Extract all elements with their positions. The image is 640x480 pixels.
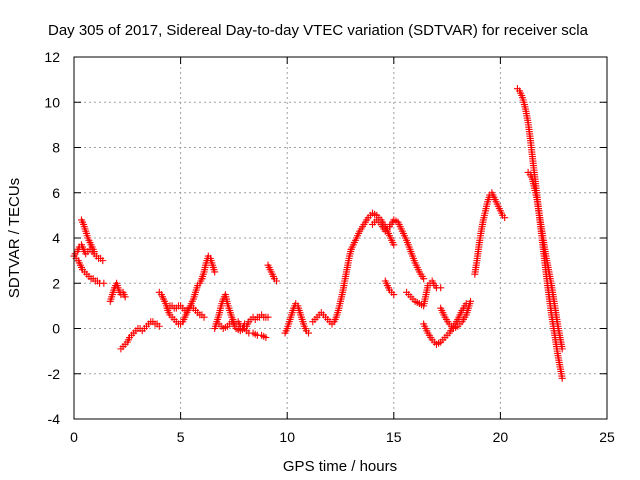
y-tick-label: 10 [44, 94, 60, 110]
y-tick-label: 2 [52, 275, 60, 291]
data-point [420, 275, 428, 283]
x-tick-label: 10 [279, 429, 295, 445]
y-tick-label: 6 [52, 185, 60, 201]
axis-ticks: 0 5 10 15 20 25 -4 -2 0 2 4 6 8 10 12 [44, 49, 615, 445]
data-point [437, 284, 445, 292]
y-tick-label: -4 [48, 411, 61, 427]
y-tick-label: 4 [52, 230, 60, 246]
data-point [211, 268, 219, 276]
series-s5 [117, 318, 163, 353]
series-s9 [211, 291, 272, 332]
data-marks [70, 85, 566, 382]
series-s8 [198, 252, 219, 283]
series-s1 [70, 252, 108, 287]
chart-title: Day 305 of 2017, Sidereal Day-to-day VTE… [48, 22, 589, 39]
x-tick-label: 15 [386, 429, 402, 445]
series-s2 [71, 241, 107, 265]
series-s15 [368, 216, 428, 283]
x-tick-label: 5 [177, 429, 185, 445]
series-s10 [215, 318, 270, 342]
series-s7 [164, 302, 208, 321]
data-point [155, 322, 163, 330]
data-point [558, 345, 566, 353]
data-point [90, 248, 98, 256]
x-axis-label: GPS time / hours [283, 458, 397, 475]
data-point [262, 334, 270, 342]
series-s4 [106, 279, 129, 305]
grid-lines [74, 57, 607, 419]
y-tick-label: 0 [52, 321, 60, 337]
data-point [264, 313, 272, 321]
y-tick-label: 8 [52, 140, 60, 156]
series-s11 [264, 261, 281, 285]
data-point [305, 329, 313, 337]
y-axis-label: SDTVAR / TECUs [6, 178, 23, 298]
series-s14 [347, 209, 398, 253]
series-s20 [471, 189, 509, 278]
data-point [273, 277, 281, 285]
data-point [100, 279, 108, 287]
data-point [121, 293, 129, 301]
series-s13 [309, 245, 355, 328]
y-tick-label: -2 [48, 366, 61, 382]
series-s19 [437, 297, 475, 332]
data-point [501, 214, 509, 222]
data-point [558, 374, 566, 382]
series-s12 [281, 300, 313, 337]
series-s22 [524, 168, 566, 353]
series-s17 [403, 277, 445, 310]
data-point [99, 257, 107, 265]
data-point [200, 313, 208, 321]
x-tick-label: 25 [599, 429, 615, 445]
series-s16 [381, 277, 398, 299]
data-point [467, 297, 475, 305]
x-tick-label: 0 [70, 429, 78, 445]
x-tick-label: 20 [493, 429, 509, 445]
data-point [390, 241, 398, 249]
y-tick-label: 12 [44, 49, 60, 65]
series-s3 [77, 216, 98, 256]
data-point [390, 291, 398, 299]
